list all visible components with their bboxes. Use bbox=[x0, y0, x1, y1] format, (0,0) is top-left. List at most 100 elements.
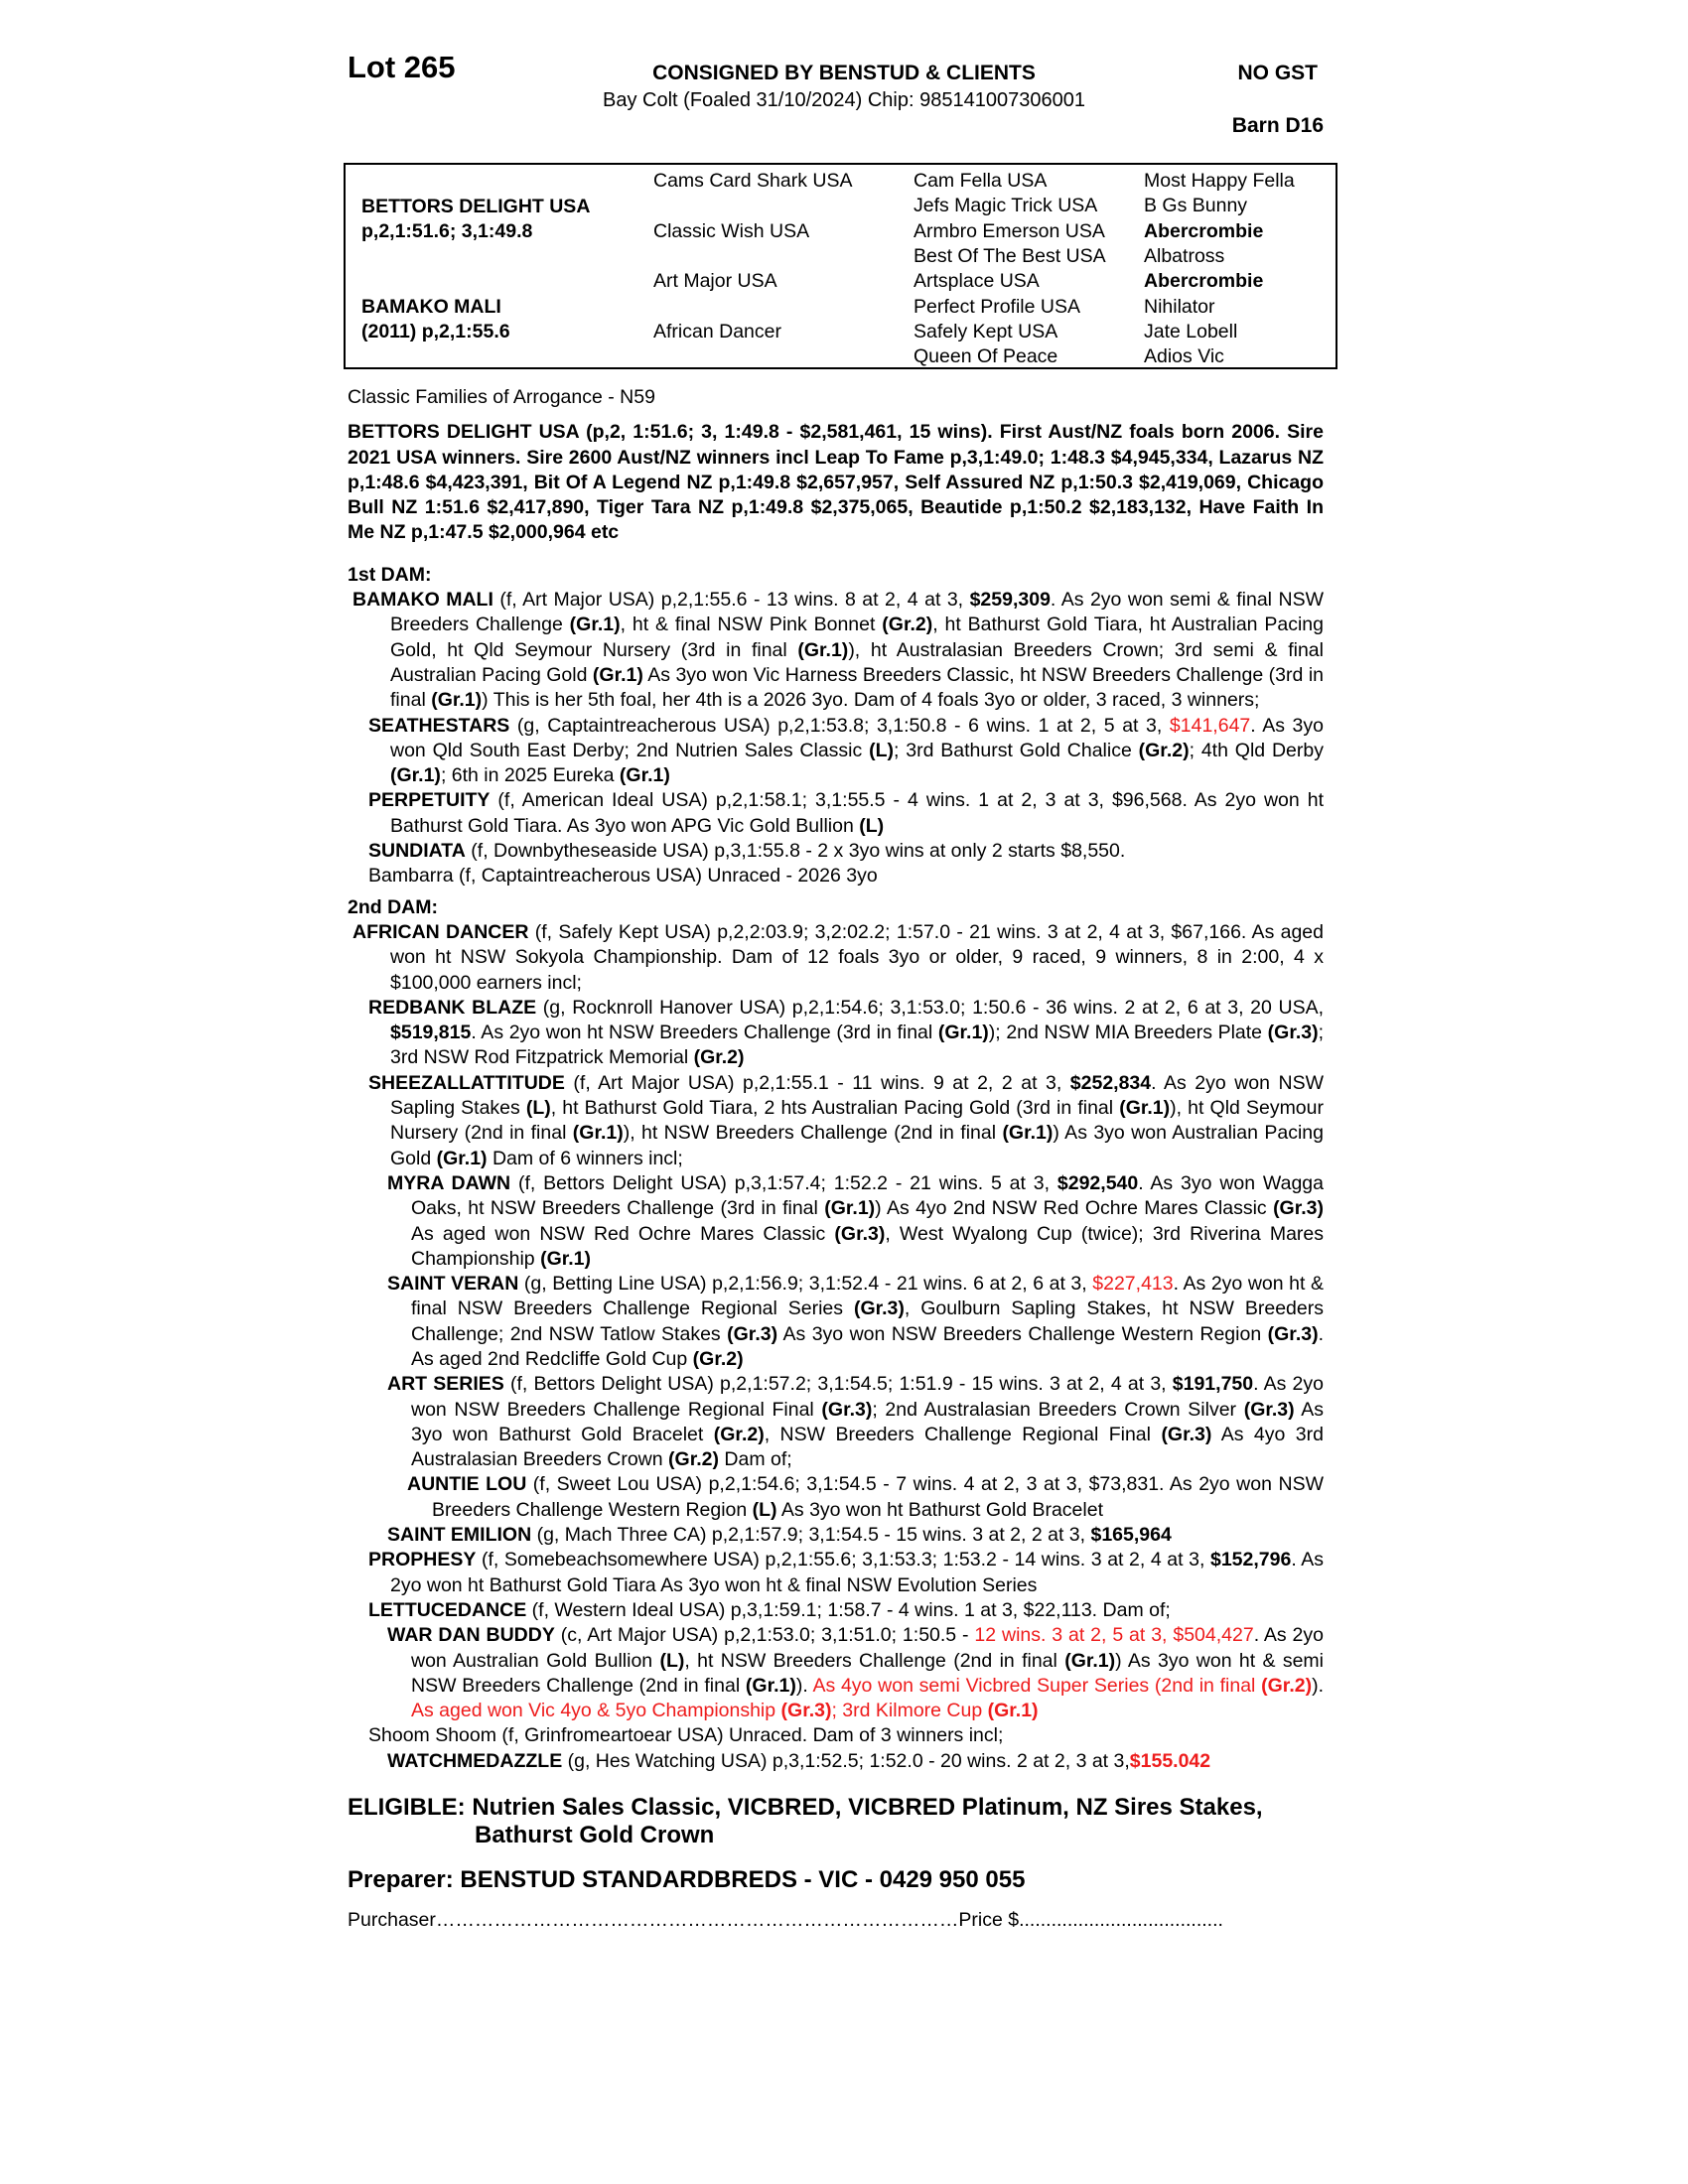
entry-text: ). bbox=[795, 1674, 813, 1697]
entry-text: (g, Captaintreacherous USA) p,2,1:53.8; … bbox=[509, 714, 1170, 737]
entry-text: (Gr.1) bbox=[431, 689, 483, 712]
entry-text: (f, Art Major USA) p,2,1:55.1 - 11 wins.… bbox=[564, 1071, 1070, 1094]
pedigree-gen2-ancestor: Art Major USA bbox=[653, 270, 777, 293]
entry-text: (Gr.1) bbox=[569, 614, 621, 636]
entry-text: (f, American Ideal USA) p,2,1:58.1; 3,1:… bbox=[390, 789, 1324, 837]
entry-text: As 3yo won Bathurst Gold Bracelet bbox=[411, 1398, 1324, 1445]
progeny-entry: Shoom Shoom (f, Grinfromeartoear USA) Un… bbox=[348, 1723, 1324, 1748]
horse-name: SAINT EMILION bbox=[387, 1524, 532, 1547]
entry-text: $252,834 bbox=[1069, 1071, 1152, 1094]
entry-text: (Gr.2) bbox=[882, 614, 933, 636]
progeny-entry: SAINT EMILION (g, Mach Three CA) p,2,1:5… bbox=[348, 1523, 1324, 1548]
entry-text: (Gr.3) bbox=[821, 1398, 873, 1421]
pedigree-gen4-ancestor: Adios Vic bbox=[1144, 345, 1224, 368]
entry-text: (Gr.1) bbox=[987, 1700, 1039, 1722]
preparer: Preparer: BENSTUD STANDARDBREDS - VIC - … bbox=[348, 1866, 1026, 1894]
entry-text: ; 2nd Australasian Breeders Crown Silver bbox=[872, 1398, 1244, 1421]
progeny-entry: PERPETUITY (f, American Ideal USA) p,2,1… bbox=[348, 788, 1324, 839]
catalogue-body: Classic Families of Arrogance - N59 BETT… bbox=[348, 385, 1324, 1934]
progeny-entry: AFRICAN DANCER (f, Safely Kept USA) p,2,… bbox=[348, 920, 1324, 996]
entry-text: , NSW Breeders Challenge Regional Final bbox=[764, 1423, 1162, 1445]
entry-text: (Gr.2) bbox=[1261, 1674, 1313, 1697]
entry-text: , ht & final NSW Pink Bonnet bbox=[620, 614, 883, 636]
dam-name: BAMAKO MALI bbox=[361, 296, 501, 318]
entry-text: (Gr.2) bbox=[692, 1347, 744, 1370]
entry-text: Dam of 6 winners incl; bbox=[487, 1147, 683, 1169]
entry-text: (Gr.3) bbox=[1267, 1022, 1319, 1044]
entry-text: ); 2nd NSW MIA Breeders Plate bbox=[988, 1022, 1268, 1044]
entry-text: (f, Bettors Delight USA) p,2,1:57.2; 3,1… bbox=[503, 1373, 1173, 1396]
entry-text: $191,750 bbox=[1172, 1373, 1254, 1396]
entry-text: , ht Bathurst Gold Tiara, ht Australian … bbox=[390, 614, 1324, 661]
entry-text: $519,815 bbox=[390, 1022, 472, 1044]
entry-text: $165,964 bbox=[1090, 1524, 1172, 1547]
horse-name: SHEEZALLATTITUDE bbox=[368, 1071, 565, 1094]
entry-text: (Gr.1) bbox=[1119, 1097, 1171, 1120]
horse-name: WAR DAN BUDDY bbox=[387, 1624, 555, 1647]
gst-status: NO GST bbox=[1237, 62, 1318, 84]
entry-text: . As 3yo won Qld South East Derby; 2nd N… bbox=[390, 714, 1324, 761]
entry-text: (f, Bettors Delight USA) p,3,1:57.4; 1:5… bbox=[510, 1171, 1057, 1194]
entry-text: (g, Hes Watching USA) p,3,1:52.5; 1:52.0… bbox=[562, 1749, 1130, 1772]
entry-text: Shoom Shoom (f, Grinfromeartoear USA) Un… bbox=[368, 1724, 1004, 1747]
entry-text: As 3yo won NSW Breeders Challenge Wester… bbox=[777, 1322, 1268, 1345]
progeny-entry: ART SERIES (f, Bettors Delight USA) p,2,… bbox=[348, 1372, 1324, 1472]
entry-text: (Gr.2) bbox=[713, 1423, 765, 1445]
entry-text: (Gr.3) bbox=[1267, 1322, 1319, 1345]
entry-text: (L) bbox=[859, 814, 885, 837]
progeny-entry: SHEEZALLATTITUDE (f, Art Major USA) p,2,… bbox=[348, 1071, 1324, 1171]
eligibility: ELIGIBLE: Nutrien Sales Classic, VICBRED… bbox=[348, 1794, 1324, 1849]
second-dam-heading: 2nd DAM: bbox=[348, 895, 438, 918]
entry-text: (Gr.3) bbox=[780, 1700, 832, 1722]
entry-text: (f, Safely Kept USA) p,2,2:03.9; 3,2:02.… bbox=[390, 920, 1324, 994]
entry-text: (Gr.1) bbox=[745, 1674, 796, 1697]
entry-text: ; 3rd NSW Rod Fitzpatrick Memorial bbox=[390, 1022, 1325, 1069]
entry-text: $141,647 bbox=[1169, 714, 1251, 737]
first-dam-entries: BAMAKO MALI (f, Art Major USA) p,2,1:55.… bbox=[348, 588, 1324, 889]
entry-text: (Gr.1) bbox=[797, 638, 849, 661]
entry-text: As aged won NSW Red Ochre Mares Classic bbox=[411, 1222, 835, 1245]
sire-summary: BETTORS DELIGHT USA (p,2, 1:51.6; 3, 1:4… bbox=[348, 421, 1324, 544]
pedigree-gen3-ancestor: Artsplace USA bbox=[914, 270, 1040, 293]
entry-text: $259,309 bbox=[969, 589, 1051, 612]
entry-text: As 3yo won ht Bathurst Gold Bracelet bbox=[776, 1498, 1103, 1521]
pedigree-gen4-ancestor: Abercrombie bbox=[1144, 270, 1264, 293]
entry-text: , ht Bathurst Gold Tiara, 2 hts Australi… bbox=[550, 1097, 1120, 1120]
entry-text: (L) bbox=[752, 1498, 777, 1521]
family-line: Classic Families of Arrogance - N59 bbox=[348, 386, 655, 408]
entry-text: ), ht Australasian Breeders Crown; 3rd s… bbox=[390, 638, 1324, 686]
entry-text: (f, Somebeachsomewhere USA) p,2,1:55.6; … bbox=[476, 1549, 1210, 1571]
entry-text: ), ht Qld Seymour Nursery (2nd in final bbox=[390, 1097, 1324, 1145]
consignor: CONSIGNED BY BENSTUD & CLIENTS bbox=[652, 62, 1036, 84]
first-dam-heading: 1st DAM: bbox=[348, 563, 432, 586]
purchaser-price-line: Purchaser………………………………………………………………………Pric… bbox=[348, 1909, 1223, 1932]
pedigree-gen4-ancestor: Jate Lobell bbox=[1144, 320, 1238, 342]
horse-name: SUNDIATA bbox=[368, 840, 466, 863]
progeny-entry: WAR DAN BUDDY (c, Art Major USA) p,2,1:5… bbox=[348, 1623, 1324, 1723]
horse-name: SEATHESTARS bbox=[368, 714, 510, 737]
sire-name: BETTORS DELIGHT USA bbox=[361, 196, 591, 217]
horse-name: AFRICAN DANCER bbox=[352, 920, 529, 943]
progeny-entry: WATCHMEDAZZLE (g, Hes Watching USA) p,3,… bbox=[348, 1749, 1324, 1774]
pedigree-gen4-ancestor: B Gs Bunny bbox=[1144, 195, 1248, 217]
entry-text: . As 2yo won NSW Breeders Challenge Regi… bbox=[411, 1373, 1324, 1421]
pedigree-gen2-ancestor: Cams Card Shark USA bbox=[653, 170, 853, 192]
entry-text: ; 3rd Bathurst Gold Chalice bbox=[894, 739, 1139, 761]
entry-text: (L) bbox=[525, 1097, 551, 1120]
barn-location: Barn D16 bbox=[1231, 114, 1324, 137]
progeny-entry: PROPHESY (f, Somebeachsomewhere USA) p,2… bbox=[348, 1548, 1324, 1598]
progeny-entry: Bambarra (f, Captaintreacherous USA) Unr… bbox=[348, 864, 1324, 888]
entry-text: (Gr.1) bbox=[937, 1022, 989, 1044]
entry-text: (Gr.1) bbox=[540, 1247, 592, 1270]
progeny-entry: LETTUCEDANCE (f, Western Ideal USA) p,3,… bbox=[348, 1598, 1324, 1623]
progeny-entry: SUNDIATA (f, Downbytheseaside USA) p,3,1… bbox=[348, 839, 1324, 864]
horse-name: AUNTIE LOU bbox=[407, 1473, 527, 1496]
eligible-line-2: Bathurst Gold Crown bbox=[475, 1822, 715, 1849]
progeny-entry: MYRA DAWN (f, Bettors Delight USA) p,3,1… bbox=[348, 1171, 1324, 1272]
entry-text: (f, Art Major USA) p,2,1:55.6 - 13 wins.… bbox=[492, 589, 970, 612]
pedigree-gen2-ancestor: African Dancer bbox=[653, 320, 781, 342]
dam-record: (2011) p,2,1:55.6 bbox=[361, 321, 510, 342]
progeny-entry: REDBANK BLAZE (g, Rocknroll Hanover USA)… bbox=[348, 996, 1324, 1071]
horse-description: Bay Colt (Foaled 31/10/2024) Chip: 98514… bbox=[603, 89, 1085, 111]
entry-text: $155.042 bbox=[1129, 1749, 1211, 1772]
